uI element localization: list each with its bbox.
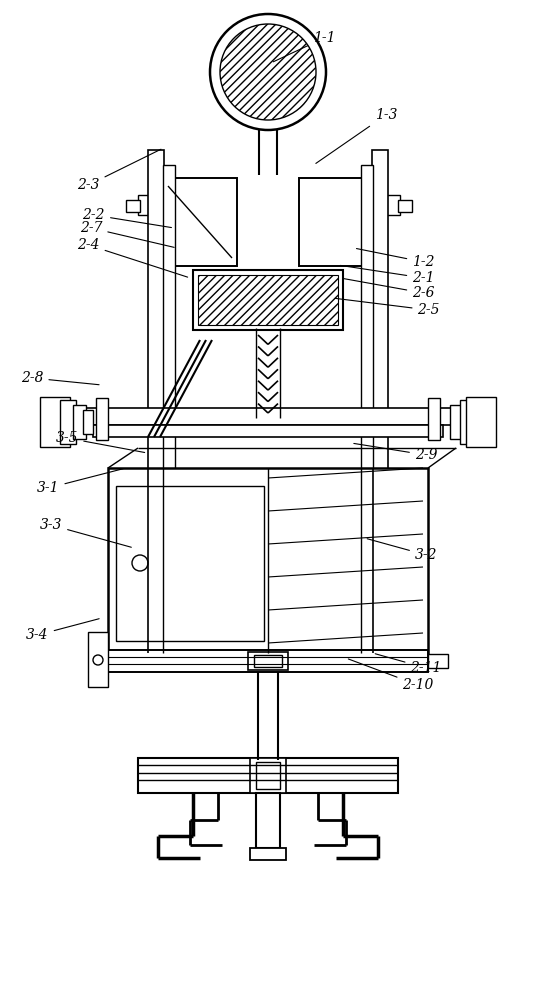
Bar	[428, 654, 448, 668]
Bar	[148, 150, 164, 510]
Bar	[73, 405, 86, 439]
Text: 3-4: 3-4	[26, 619, 99, 642]
Text: 2-8: 2-8	[21, 371, 99, 385]
Text: 2-11: 2-11	[375, 654, 442, 675]
Bar	[386, 195, 400, 215]
Bar	[398, 200, 412, 212]
Circle shape	[210, 14, 326, 130]
Text: 1-1: 1-1	[273, 31, 336, 62]
Text: 3-3: 3-3	[40, 518, 131, 547]
Bar	[299, 178, 373, 266]
Bar	[150, 178, 163, 266]
Bar	[450, 405, 463, 439]
Bar	[108, 468, 428, 653]
Text: 2-3: 2-3	[77, 149, 161, 192]
Bar	[60, 400, 76, 444]
Bar	[93, 425, 443, 437]
Text: 2-1: 2-1	[340, 265, 435, 285]
Bar	[361, 165, 373, 505]
Bar	[83, 410, 93, 434]
Bar	[163, 165, 175, 505]
Bar	[163, 178, 237, 266]
Circle shape	[132, 555, 148, 571]
Bar	[256, 762, 280, 789]
Bar	[138, 758, 398, 793]
Text: 2-10: 2-10	[348, 659, 434, 692]
Bar	[373, 178, 386, 266]
Text: 1-2: 1-2	[356, 249, 435, 269]
Text: 2-9: 2-9	[354, 443, 437, 462]
Bar	[193, 270, 343, 330]
Bar	[88, 632, 108, 687]
Bar	[108, 650, 428, 672]
Bar	[428, 398, 440, 440]
Bar	[96, 398, 108, 440]
Bar	[40, 397, 70, 447]
Text: 3-2: 3-2	[367, 539, 437, 562]
Bar	[83, 408, 453, 425]
Text: 2-5: 2-5	[335, 298, 440, 317]
Bar	[116, 486, 264, 641]
Bar	[254, 655, 282, 667]
Text: 2-6: 2-6	[343, 278, 435, 300]
Circle shape	[93, 655, 103, 665]
Bar	[138, 195, 152, 215]
Bar	[372, 150, 388, 510]
Bar	[453, 410, 463, 434]
Text: 3-5: 3-5	[56, 431, 145, 452]
Text: 2-4: 2-4	[77, 238, 188, 277]
Bar	[198, 275, 338, 325]
Text: 1-3: 1-3	[316, 108, 397, 163]
Bar	[256, 793, 280, 848]
Circle shape	[220, 24, 316, 120]
Bar	[250, 848, 286, 860]
Bar	[466, 397, 496, 447]
Bar	[460, 400, 476, 444]
Bar	[250, 758, 286, 793]
Bar	[126, 200, 140, 212]
Text: 2-2: 2-2	[83, 208, 172, 228]
Bar	[248, 652, 288, 670]
Text: 3-1: 3-1	[37, 469, 123, 495]
Text: 2-7: 2-7	[80, 221, 174, 247]
